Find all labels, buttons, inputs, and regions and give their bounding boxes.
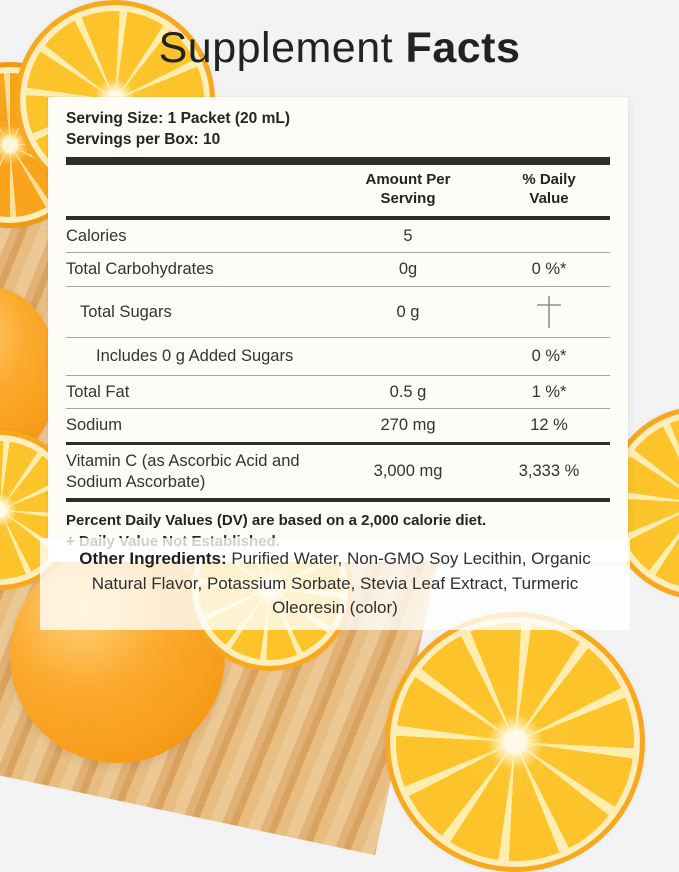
column-header-row: Amount Per Serving % Daily Value [66,165,610,216]
table-row: Total Sugars 0 g [66,287,610,339]
nutrient-amount: 5 [403,226,413,245]
title-bold: Facts [405,24,521,72]
nutrient-daily-value [488,295,610,329]
table-row: Total Fat 0.5 g 1 %* [66,376,610,410]
orange-slice-bottom-center [385,612,645,872]
servings-per-box: Servings per Box: 10 [66,130,221,148]
nutrient-daily-value: 12 % [530,416,568,435]
title-regular: Supplement [158,24,394,72]
serving-size: Serving Size: 1 Packet (20 mL) [66,110,290,127]
nutrient-label: Includes 0 g Added Sugars [96,347,294,366]
divider-thick-top [66,156,610,165]
other-ingredients-list: Purified Water, Non-GMO Soy Lecithin, Or… [91,549,591,618]
table-row: Sodium 270 mg 12 % [66,409,610,445]
table-row: Vitamin C (as Ascorbic Acid and Sodium A… [66,445,610,503]
table-row: Calories 5 [66,220,610,254]
supplement-facts-panel: Serving Size: 1 Packet (20 mL) Servings … [48,97,628,563]
nutrient-amount: 0g [398,260,418,279]
other-ingredients-text: Other Ingredients: Purified Water, Non-G… [40,547,630,621]
nutrient-daily-value: 0 %* [531,260,567,279]
other-ingredients-band: Other Ingredients: Purified Water, Non-G… [40,538,630,630]
divider-under-header [66,215,610,220]
nutrient-label: Total Fat [66,382,130,401]
nutrient-amount: 270 mg [380,416,436,435]
nutrient-daily-value: 0 %* [531,346,567,365]
column-header-daily-value: % Daily Value [522,170,576,208]
nutrient-label: Total Carbohydrates [66,260,214,279]
other-ingredients-label: Other Ingredients: [79,549,227,569]
nutrient-table: Calories 5 Total Carbohydrates 0g 0 %* T… [66,220,610,503]
nutrient-label: Sodium [66,416,122,435]
footnote-daily-values: Percent Daily Values (DV) are based on a… [66,512,487,530]
dagger-icon [537,296,561,329]
nutrient-daily-value: 1 %* [531,382,567,401]
nutrient-label: Total Sugars [80,302,172,321]
nutrient-daily-value: 3,333 % [518,462,580,481]
table-row: Includes 0 g Added Sugars 0 %* [66,338,610,376]
column-header-amount: Amount Per Serving [365,170,451,208]
nutrient-label: Vitamin C (as Ascorbic Acid and Sodium A… [66,451,300,491]
table-row: Total Carbohydrates 0g 0 %* [66,253,610,288]
page-title: Supplement Facts [0,24,679,73]
nutrient-amount: 0 g [396,302,420,321]
nutrient-amount: 3,000 mg [373,462,443,481]
nutrient-amount: 0.5 g [389,382,427,401]
nutrient-label: Calories [66,226,127,245]
